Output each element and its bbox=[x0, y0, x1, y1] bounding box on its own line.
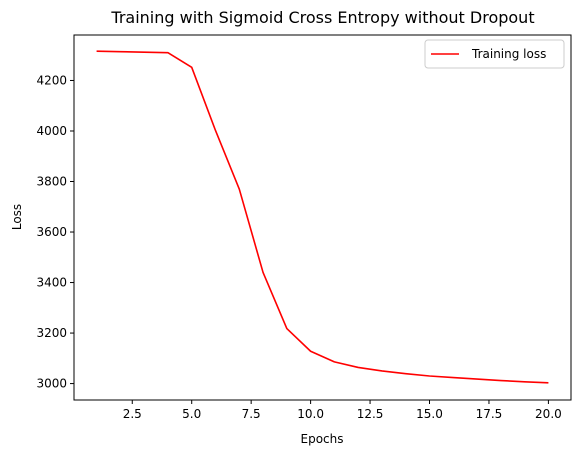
y-axis-label: Loss bbox=[10, 204, 24, 230]
y-tick-label: 4000 bbox=[36, 124, 67, 138]
x-tick-label: 10.0 bbox=[297, 407, 324, 421]
legend: Training loss bbox=[424, 39, 565, 69]
y-tick-label: 4200 bbox=[36, 73, 67, 87]
x-tick-label: 2.5 bbox=[123, 407, 142, 421]
legend-box bbox=[424, 39, 565, 69]
y-axis-ticks: 3000 3200 3400 3600 3800 4000 4200 bbox=[36, 73, 74, 391]
y-tick-label: 3600 bbox=[36, 225, 67, 239]
x-axis-ticks: 2.5 5.0 7.5 10.0 12.5 15.0 17.5 20.0 bbox=[123, 400, 562, 421]
chart-title: Training with Sigmoid Cross Entropy with… bbox=[110, 8, 534, 27]
x-tick-label: 15.0 bbox=[416, 407, 443, 421]
series-layer bbox=[96, 50, 549, 384]
x-tick-label: 20.0 bbox=[535, 407, 562, 421]
y-tick-label: 3000 bbox=[36, 377, 67, 391]
y-tick-label: 3800 bbox=[36, 175, 67, 189]
y-tick-label: 3400 bbox=[36, 276, 67, 290]
y-tick-label: 3200 bbox=[36, 326, 67, 340]
legend-label-training-loss: Training loss bbox=[471, 47, 546, 61]
x-tick-label: 17.5 bbox=[476, 407, 503, 421]
x-tick-label: 5.0 bbox=[182, 407, 201, 421]
series-line-training-loss bbox=[96, 50, 549, 384]
x-tick-label: 12.5 bbox=[357, 407, 384, 421]
x-tick-label: 7.5 bbox=[242, 407, 261, 421]
x-axis-label: Epochs bbox=[301, 432, 344, 446]
plot-frame bbox=[73, 34, 572, 401]
